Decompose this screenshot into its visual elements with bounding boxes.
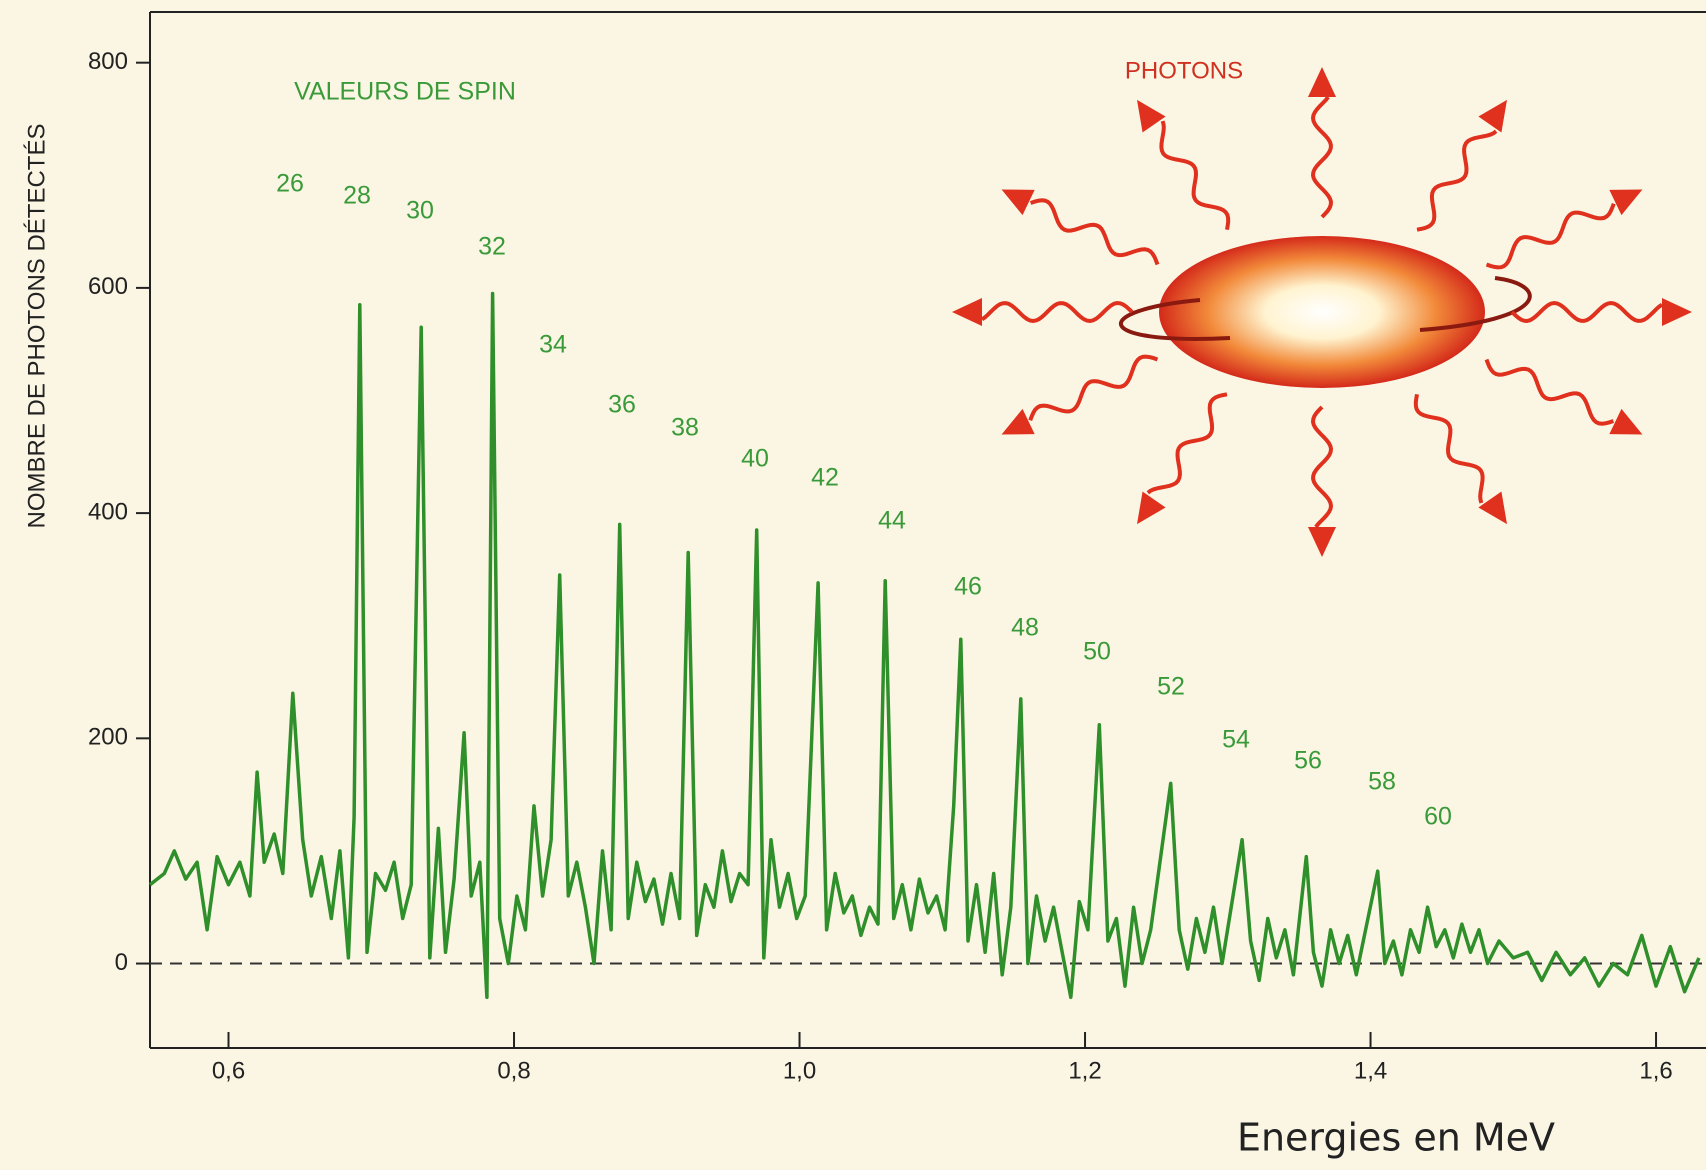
photon-arrowhead <box>1001 189 1035 216</box>
x-tick-label: 0,6 <box>212 1057 245 1084</box>
spectrum-line <box>148 291 1701 1000</box>
spin-label: 30 <box>406 197 434 225</box>
spin-label: 28 <box>343 182 371 210</box>
y-axis-label: NOMBRE DE PHOTONS DÉTECTÉS <box>23 124 50 529</box>
x-tick-label: 1,0 <box>783 1057 816 1084</box>
photon-arrowhead <box>1609 189 1643 216</box>
photon-wave <box>1310 405 1334 529</box>
photon-wave <box>980 300 1134 324</box>
spin-label: 58 <box>1368 768 1396 796</box>
spin-label: 46 <box>954 573 982 601</box>
illustration-label: PHOTONS <box>1125 57 1243 84</box>
y-tick-label: 800 <box>88 48 128 75</box>
spinning-nucleus-illustration <box>952 67 1692 557</box>
spin-label: 60 <box>1424 803 1452 831</box>
photon-wave <box>1029 198 1160 266</box>
spin-label: 56 <box>1294 747 1322 775</box>
spin-label: 40 <box>741 445 769 473</box>
spin-label: 34 <box>539 331 567 359</box>
x-tick-label: 1,4 <box>1354 1057 1387 1084</box>
photon-wave <box>1146 392 1228 495</box>
photon-arrowhead <box>1308 527 1336 557</box>
x-tick-label: 1,2 <box>1068 1057 1101 1084</box>
annotation: VALEURS DE SPIN <box>294 78 516 106</box>
spin-label: 42 <box>811 464 839 492</box>
photon-wave <box>1310 95 1334 219</box>
spin-label: 32 <box>478 233 506 261</box>
spin-label: 54 <box>1222 726 1250 754</box>
photon-arrowhead <box>952 298 982 326</box>
y-tick-label: 600 <box>88 273 128 300</box>
photon-wave <box>1416 129 1498 232</box>
spin-label: 52 <box>1157 673 1185 701</box>
photon-arrowhead <box>1308 67 1336 97</box>
y-tick-label: 200 <box>88 724 128 751</box>
y-tick-label: 0 <box>115 949 128 976</box>
photon-wave <box>1028 354 1159 422</box>
nucleus <box>1159 236 1485 388</box>
rotation-arrow <box>1419 276 1532 332</box>
photon-arrowhead <box>1478 491 1507 525</box>
photon-wave <box>1510 300 1664 324</box>
photon-arrowhead <box>1137 99 1166 133</box>
photon-wave <box>1413 393 1485 504</box>
photon-arrowhead <box>1478 99 1507 133</box>
spin-label: 48 <box>1011 614 1039 642</box>
spin-label: 26 <box>276 170 304 198</box>
photon-wave <box>1159 120 1231 231</box>
x-tick-label: 1,6 <box>1639 1057 1672 1084</box>
photon-arrowhead <box>1001 408 1035 435</box>
x-axis-label: Energies en MeV <box>1237 1116 1555 1160</box>
y-tick-label: 400 <box>88 498 128 525</box>
rotation-arrow <box>1118 298 1231 341</box>
photon-arrowhead <box>1137 491 1166 525</box>
x-tick-label: 0,8 <box>497 1057 530 1084</box>
spin-label: 38 <box>671 414 699 442</box>
photon-arrowhead <box>1609 408 1643 435</box>
spin-label: 36 <box>608 391 636 419</box>
photon-wave <box>1485 202 1616 270</box>
spin-label: 50 <box>1083 638 1111 666</box>
spin-label: 44 <box>878 507 906 535</box>
photon-arrowhead <box>1662 298 1692 326</box>
photon-wave <box>1484 358 1615 426</box>
